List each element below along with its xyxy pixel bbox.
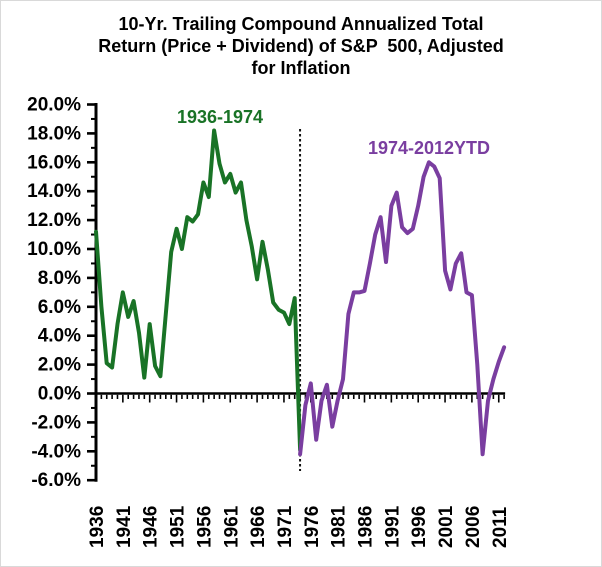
x-tick-label: 1936 xyxy=(87,506,108,548)
x-tick-label: 1946 xyxy=(141,506,162,548)
y-tick-label: 6.0% xyxy=(38,297,81,318)
chart-title: 10-Yr. Trailing Compound Annualized Tota… xyxy=(1,13,601,79)
x-tick-label: 1956 xyxy=(194,506,215,548)
y-tick-label: -6.0% xyxy=(31,470,81,491)
x-tick-label: 1961 xyxy=(221,505,242,548)
y-tick-label: -2.0% xyxy=(31,412,81,433)
series-label-1974-2012ytd: 1974-2012YTD xyxy=(368,138,490,158)
y-tick-label: 2.0% xyxy=(38,355,81,376)
series-label-1936-1974: 1936-1974 xyxy=(177,107,263,127)
x-tick-label: 2001 xyxy=(436,505,457,548)
x-tick-label: 2006 xyxy=(463,506,484,548)
x-tick-label: 1951 xyxy=(168,505,189,548)
y-tick-label: -4.0% xyxy=(31,441,81,462)
x-tick-label: 2011 xyxy=(490,506,511,548)
y-tick-label: 8.0% xyxy=(38,268,81,289)
y-tick-label: 14.0% xyxy=(27,181,81,202)
x-tick-label: 1976 xyxy=(302,506,323,548)
series-line-1974-2012ytd xyxy=(298,160,507,457)
y-tick-label: 4.0% xyxy=(38,326,81,347)
x-tick-label: 1941 xyxy=(114,505,135,548)
x-tick-label: 1991 xyxy=(382,505,403,548)
chart-title-line-2: Return (Price + Dividend) of S&P 500, Ad… xyxy=(98,36,504,56)
series-line-1936-1974 xyxy=(94,128,303,452)
y-tick-label: 18.0% xyxy=(27,123,81,144)
chart-title-line-1: 10-Yr. Trailing Compound Annualized Tota… xyxy=(118,14,484,34)
y-tick-label: 20.0% xyxy=(27,95,81,116)
x-tick-label: 1986 xyxy=(356,506,377,548)
x-tick-label: 1996 xyxy=(409,506,430,548)
x-tick-label: 1971 xyxy=(275,505,296,548)
y-tick-label: 0.0% xyxy=(38,384,81,405)
y-tick-label: 16.0% xyxy=(27,152,81,173)
x-tick-label: 1966 xyxy=(248,506,269,548)
y-tick-label: 10.0% xyxy=(27,239,81,260)
x-tick-label: 1981 xyxy=(329,505,350,548)
y-tick-label: 12.0% xyxy=(27,210,81,231)
chart-title-line-3: for Inflation xyxy=(251,58,351,78)
